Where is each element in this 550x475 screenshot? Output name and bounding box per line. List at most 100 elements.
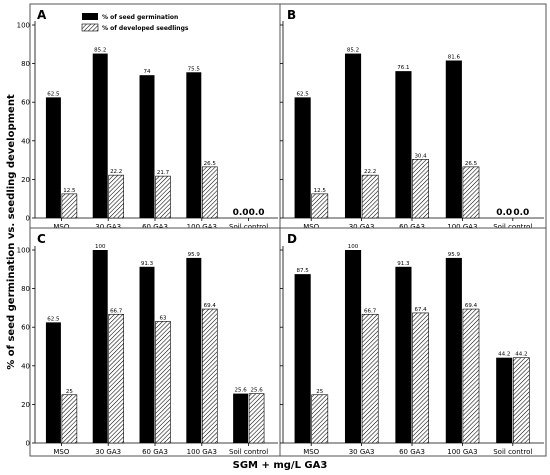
value-label: 69.4 xyxy=(465,303,478,309)
value-label: 87.5 xyxy=(297,268,310,274)
y-tick-label: 0 xyxy=(26,215,30,223)
x-tick-label: 100 GA3 xyxy=(447,223,477,231)
value-label: 67.4 xyxy=(414,307,427,313)
value-label: 62.5 xyxy=(47,91,60,97)
bar-developed-seedlings xyxy=(462,166,480,219)
value-label: 12.5 xyxy=(314,188,327,194)
value-label: 26.5 xyxy=(465,161,478,167)
panels: 0 20 40 60 80 100 A MSO 62.5 12.5 30 GA3 85.2 22.2 60… xyxy=(17,3,547,457)
panel-frame xyxy=(29,3,281,229)
legend-label-developed: % of developed seedlings xyxy=(102,25,189,32)
bar-seed-germination xyxy=(294,274,311,443)
value-label: 22.2 xyxy=(110,169,122,175)
x-tick-label: 30 GA3 xyxy=(349,448,375,456)
x-tick-label: Soil control xyxy=(493,223,532,231)
x-tick-label: 60 GA3 xyxy=(399,223,425,231)
y-tick-label: 20 xyxy=(21,401,30,409)
x-tick-label: 30 GA3 xyxy=(95,448,121,456)
x-tick-label: 30 GA3 xyxy=(95,223,121,231)
value-label: 76.1 xyxy=(397,65,409,71)
x-tick-label: 100 GA3 xyxy=(187,448,217,456)
bar-developed-seedlings xyxy=(412,159,429,219)
bar-developed-seedlings xyxy=(361,174,379,219)
value-label: 91.3 xyxy=(141,261,154,267)
bar-seed-germination xyxy=(139,266,155,443)
value-label: 85.2 xyxy=(347,48,359,54)
bar-seed-germination xyxy=(496,357,513,443)
x-tick-label: Soil control xyxy=(229,448,268,456)
x-tick-label: 30 GA3 xyxy=(349,223,375,231)
x-tick-label: MSO xyxy=(303,223,319,231)
value-label-zero: 0.0 xyxy=(249,208,265,218)
value-label: 74 xyxy=(144,69,151,75)
bar-developed-seedlings xyxy=(202,308,218,444)
bar-developed-seedlings xyxy=(61,394,78,444)
panel-label: B xyxy=(287,8,296,22)
panel-b: B MSO 62.5 12.5 30 GA3 85.2 22.2 60 GA3 76.1 30.4… xyxy=(279,3,547,231)
value-label: 12.5 xyxy=(63,188,76,194)
bar-seed-germination xyxy=(139,75,155,219)
bar-seed-germination xyxy=(445,60,462,219)
bar-developed-seedlings xyxy=(61,193,78,219)
panel-label: C xyxy=(37,232,46,246)
x-tick-label: MSO xyxy=(303,448,319,456)
bar-developed-seedlings xyxy=(248,393,265,444)
value-label: 100 xyxy=(95,244,106,250)
value-label: 75.5 xyxy=(188,66,201,72)
x-tick-label: 100 GA3 xyxy=(187,223,217,231)
bar-seed-germination xyxy=(445,257,462,443)
bar-seed-germination xyxy=(395,71,412,218)
bar-seed-germination xyxy=(186,257,202,443)
panel-a: 0 20 40 60 80 100 A MSO 62.5 12.5 30 GA3 85.2 22.2 60… xyxy=(17,3,281,231)
y-tick-label: 60 xyxy=(21,324,30,332)
value-label: 22.2 xyxy=(364,169,376,175)
x-tick-label: 60 GA3 xyxy=(142,448,168,456)
value-label-zero: 0.0 xyxy=(513,208,529,218)
bar-seed-germination xyxy=(395,266,412,443)
value-label: 66.7 xyxy=(364,308,377,314)
value-label: 66.7 xyxy=(110,308,123,314)
panel-label: D xyxy=(287,232,297,246)
value-label: 85.2 xyxy=(94,48,106,54)
y-tick-label: 40 xyxy=(21,362,30,370)
y-tick-label: 100 xyxy=(17,247,30,255)
value-label: 95.9 xyxy=(188,252,201,258)
value-label: 100 xyxy=(348,244,359,250)
value-label: 91.3 xyxy=(397,261,410,267)
bar-developed-seedlings xyxy=(462,308,480,444)
value-label: 95.9 xyxy=(448,252,461,258)
bar-developed-seedlings xyxy=(202,166,218,219)
bar-seed-germination xyxy=(344,250,362,443)
value-label: 25 xyxy=(66,389,73,395)
x-axis-title: SGM + mg/L GA3 xyxy=(233,460,328,471)
value-label: 25.6 xyxy=(234,388,247,394)
panel-c: 0 20 40 60 80 100 C MSO 62.5 25 30 GA3 100 66.7 60 GA… xyxy=(17,227,281,457)
x-tick-label: Soil control xyxy=(493,448,532,456)
legend-swatch-germination xyxy=(82,13,98,20)
value-label: 44.2 xyxy=(498,352,510,358)
panel-label: A xyxy=(37,8,47,22)
panel-d: D MSO 87.5 25 30 GA3 100 66.7 60 GA3 91.3 67.4 100… xyxy=(279,227,547,457)
x-tick-label: MSO xyxy=(53,223,69,231)
bar-developed-seedlings xyxy=(311,193,329,219)
bar-developed-seedlings xyxy=(512,357,530,444)
value-label: 63 xyxy=(159,315,166,321)
value-label: 62.5 xyxy=(47,316,60,322)
bar-seed-germination xyxy=(92,250,108,443)
value-label: 81.6 xyxy=(448,55,461,61)
y-tick-label: 40 xyxy=(21,137,30,145)
bar-seed-germination xyxy=(45,322,61,443)
value-label: 30.4 xyxy=(414,153,427,159)
value-label: 26.5 xyxy=(204,161,217,167)
bar-developed-seedlings xyxy=(108,313,124,444)
bar-seed-germination xyxy=(233,393,249,443)
bar-seed-germination xyxy=(186,72,202,218)
value-label: 44.2 xyxy=(515,352,527,358)
x-tick-label: 60 GA3 xyxy=(399,448,425,456)
bar-developed-seedlings xyxy=(155,321,171,444)
x-tick-label: 60 GA3 xyxy=(142,223,168,231)
bar-developed-seedlings xyxy=(412,312,429,444)
value-label-zero: 0.0 xyxy=(233,208,249,218)
y-tick-label: 20 xyxy=(21,176,30,184)
